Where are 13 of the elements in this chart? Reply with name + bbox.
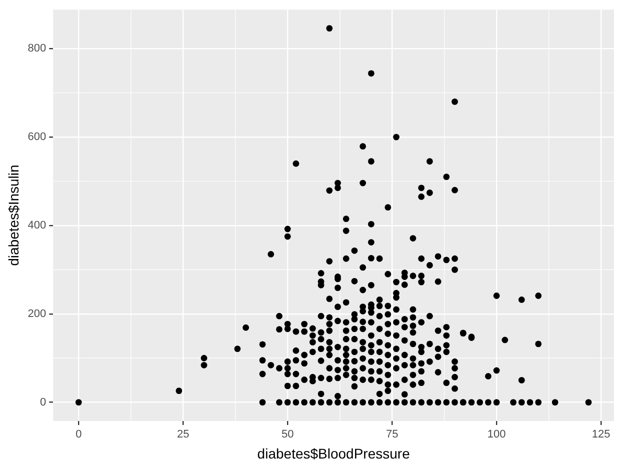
- x-axis-title: diabetes$BloodPressure: [257, 445, 410, 462]
- y-tick-label: 600: [28, 131, 46, 144]
- x-tick-label: 50: [281, 428, 294, 441]
- x-tick-label: 75: [386, 428, 398, 441]
- y-tick-label: 0: [40, 396, 46, 408]
- x-tick-label: 0: [76, 428, 82, 441]
- x-tick-label: 125: [592, 428, 610, 441]
- y-tick-label: 200: [28, 308, 46, 320]
- x-tick-label: 100: [487, 428, 506, 441]
- y-tick-label: 400: [28, 220, 46, 232]
- y-axis-title: diabetes$Insulin: [5, 164, 22, 266]
- x-tick-label: 25: [177, 428, 190, 441]
- y-tick-label: 800: [28, 42, 46, 55]
